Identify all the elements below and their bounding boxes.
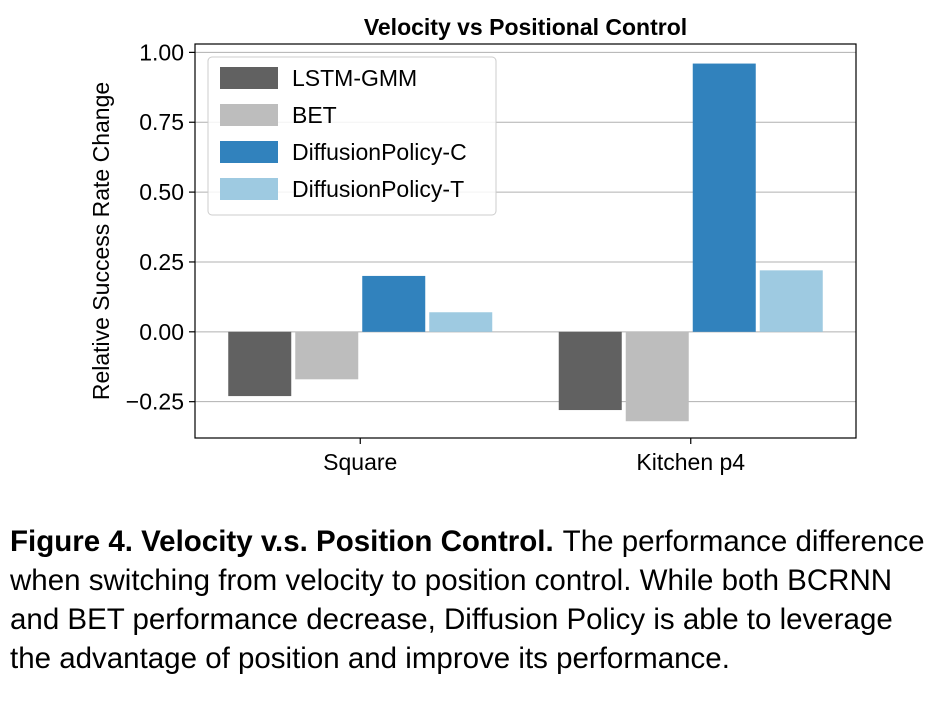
bar bbox=[295, 331, 359, 380]
bar bbox=[228, 331, 292, 397]
legend-box bbox=[207, 56, 497, 216]
y-axis-label: Relative Success Rate Change bbox=[88, 82, 114, 400]
legend-swatch bbox=[220, 141, 278, 163]
bar bbox=[692, 63, 756, 332]
bar bbox=[759, 270, 823, 332]
y-tick-label: 0.75 bbox=[139, 109, 184, 135]
caption-text: The performance difference when switchin… bbox=[10, 525, 925, 675]
figure-caption: Figure 4. Velocity v.s. Position Control… bbox=[10, 522, 935, 678]
legend-label: DiffusionPolicy-C bbox=[292, 139, 467, 165]
legend-label: LSTM-GMM bbox=[292, 65, 417, 91]
chart-figure: −0.25 0.00 0.25 0.50 0.75 1.00 Square Kitchen p… bbox=[88, 14, 857, 475]
legend-label: BET bbox=[292, 102, 337, 128]
bar bbox=[558, 331, 622, 411]
caption-label: Figure 4. Velocity v.s. Position Control… bbox=[10, 525, 554, 558]
legend-swatch bbox=[220, 104, 278, 126]
chart-svg: −0.25 0.00 0.25 0.50 0.75 1.00 Square Kitchen p… bbox=[88, 14, 857, 475]
y-tick-label: 1.00 bbox=[139, 39, 184, 65]
y-tick-label: 0.00 bbox=[139, 319, 184, 345]
bar bbox=[625, 331, 689, 422]
plot-frame bbox=[194, 43, 857, 439]
legend-label: DiffusionPolicy-T bbox=[292, 176, 464, 202]
y-tick-label: −0.25 bbox=[126, 389, 184, 415]
chart-title: Velocity vs Positional Control bbox=[364, 14, 687, 40]
y-tick-label: 0.50 bbox=[139, 179, 184, 205]
bar bbox=[362, 275, 426, 332]
y-tick-label: 0.25 bbox=[139, 249, 184, 275]
x-tick-label: Kitchen p4 bbox=[636, 449, 745, 475]
x-tick-label: Square bbox=[323, 449, 397, 475]
legend-swatch bbox=[220, 67, 278, 89]
legend-swatch bbox=[220, 178, 278, 200]
bar bbox=[429, 312, 493, 332]
